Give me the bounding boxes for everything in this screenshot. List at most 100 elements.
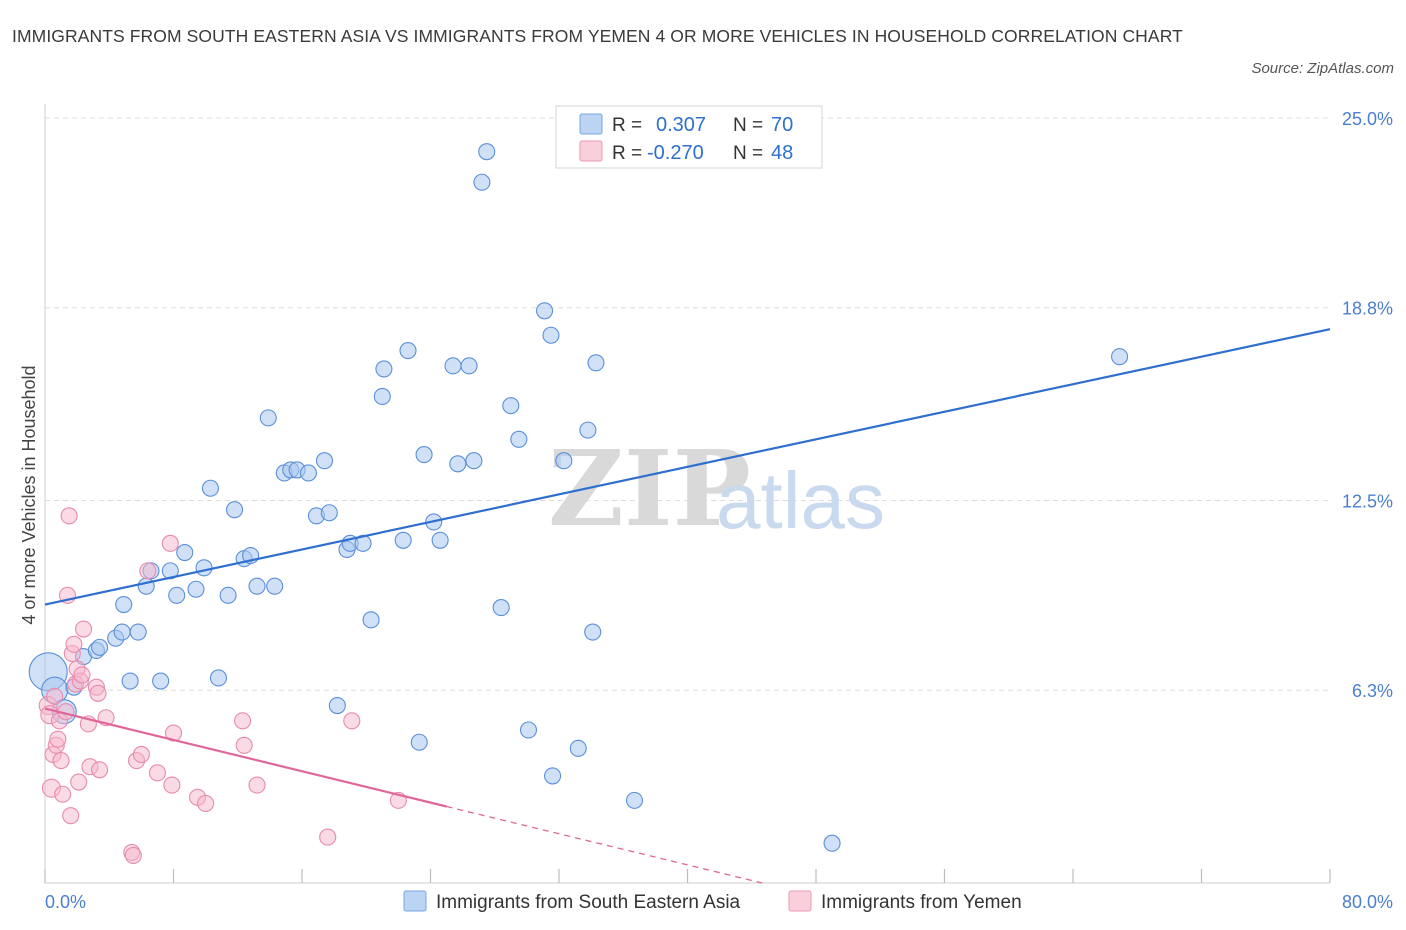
point-south-eastern-asia [115, 595, 133, 614]
y-tick-label-1: 12.5% [1342, 492, 1393, 512]
series-legend-label-pink: Immigrants from Yemen [821, 892, 1022, 913]
series-legend-swatch-blue [403, 890, 427, 912]
point-yemen [197, 794, 215, 812]
point-yemen [70, 773, 88, 791]
point-south-eastern-asia [209, 669, 228, 687]
point-yemen [89, 684, 107, 702]
point-yemen [124, 846, 142, 865]
point-yemen [343, 712, 361, 730]
point-south-eastern-asia [225, 501, 244, 519]
point-yemen [164, 724, 183, 742]
point-south-eastern-asia [519, 721, 538, 739]
y-tick-labels: 6.3% 12.5% 18.8% 25.0% [1342, 109, 1393, 701]
legend-n-value-1: 70 [771, 114, 793, 136]
point-south-eastern-asia [176, 543, 194, 562]
point-south-eastern-asia [373, 387, 391, 406]
point-south-eastern-asia [444, 357, 462, 375]
point-south-eastern-asia [152, 672, 170, 690]
point-south-eastern-asia [315, 452, 334, 470]
point-south-eastern-asia [121, 672, 139, 690]
legend-swatch-pink [579, 140, 603, 162]
point-yemen [161, 534, 179, 552]
point-south-eastern-asia [328, 696, 346, 715]
trend-lines [44, 328, 1331, 884]
point-south-eastern-asia [248, 577, 266, 595]
point-south-eastern-asia [187, 580, 205, 598]
point-south-eastern-asia [449, 455, 467, 473]
point-yemen [60, 507, 78, 525]
point-yemen [319, 828, 337, 846]
series-legend-swatch-pink [788, 890, 812, 912]
point-south-eastern-asia [259, 409, 277, 427]
y-axis-title: 4 or more Vehicles in Household [19, 365, 39, 624]
legend-r-label-2: R = [612, 143, 642, 164]
point-south-eastern-asia [544, 767, 562, 785]
point-yemen [139, 562, 157, 580]
point-south-eastern-asia [399, 342, 417, 360]
legend-r-value-1: 0.307 [656, 114, 706, 136]
point-south-eastern-asia [415, 446, 433, 464]
point-south-eastern-asia [584, 623, 602, 641]
point-yemen [49, 730, 67, 748]
point-yemen [235, 736, 253, 754]
x-tick-label-min: 0.0% [45, 892, 86, 912]
point-south-eastern-asia [201, 479, 219, 497]
point-south-eastern-asia [542, 326, 560, 344]
trendline-yemen [44, 707, 447, 808]
point-yemen [132, 745, 150, 764]
point-south-eastern-asia [473, 173, 491, 191]
y-tick-label-2: 18.8% [1342, 299, 1393, 319]
point-yemen [73, 666, 91, 684]
trendline-yemen-extension [446, 805, 763, 884]
point-south-eastern-asia [492, 599, 510, 617]
y-tick-label-3: 25.0% [1342, 109, 1393, 129]
point-south-eastern-asia [362, 611, 380, 629]
point-south-eastern-asia [299, 464, 317, 482]
point-yemen [148, 764, 166, 782]
point-south-eastern-asia [161, 562, 179, 580]
point-yemen [62, 807, 80, 825]
point-south-eastern-asia [195, 559, 213, 577]
point-south-eastern-asia [465, 452, 483, 470]
point-south-eastern-asia [502, 397, 520, 415]
point-yemen [163, 776, 181, 794]
point-south-eastern-asia [1111, 348, 1129, 366]
point-south-eastern-asia [410, 733, 428, 751]
legend-r-label-1: R = [612, 115, 642, 136]
point-south-eastern-asia [478, 143, 496, 161]
point-south-eastern-asia [460, 357, 478, 375]
point-south-eastern-asia [579, 421, 597, 439]
legend-n-value-2: 48 [771, 142, 793, 164]
grid-lines [45, 117, 1330, 691]
point-south-eastern-asia [510, 430, 528, 448]
point-south-eastern-asia [625, 791, 644, 809]
point-yemen [75, 620, 93, 638]
point-south-eastern-asia [113, 623, 131, 641]
point-south-eastern-asia [266, 577, 284, 595]
x-tick-labels: 0.0% 80.0% [45, 892, 1393, 912]
point-south-eastern-asia [168, 586, 186, 604]
point-yemen [52, 752, 70, 770]
point-south-eastern-asia [219, 586, 237, 604]
watermark: ZIP atlas [548, 427, 885, 550]
watermark-atlas: atlas [716, 456, 885, 545]
point-south-eastern-asia [555, 452, 573, 470]
point-yemen [91, 761, 109, 779]
legend-n-label-2: N = [733, 143, 763, 164]
point-south-eastern-asia [394, 531, 412, 549]
point-south-eastern-asia [823, 834, 841, 852]
point-south-eastern-asia [587, 354, 605, 372]
trendline-south-eastern-asia [44, 328, 1331, 606]
y-tick-label-0: 6.3% [1352, 681, 1393, 701]
legend-n-label-1: N = [733, 115, 763, 136]
x-tick-label-max: 80.0% [1342, 892, 1393, 912]
point-yemen [54, 785, 72, 803]
legend-r-value-2: -0.270 [647, 142, 704, 164]
legend-swatch-blue [579, 113, 603, 135]
point-yemen [65, 635, 83, 653]
point-south-eastern-asia [91, 638, 109, 656]
point-south-eastern-asia [535, 302, 554, 320]
chart-title: IMMIGRANTS FROM SOUTH EASTERN ASIA VS IM… [12, 26, 1183, 46]
point-south-eastern-asia [129, 623, 147, 641]
